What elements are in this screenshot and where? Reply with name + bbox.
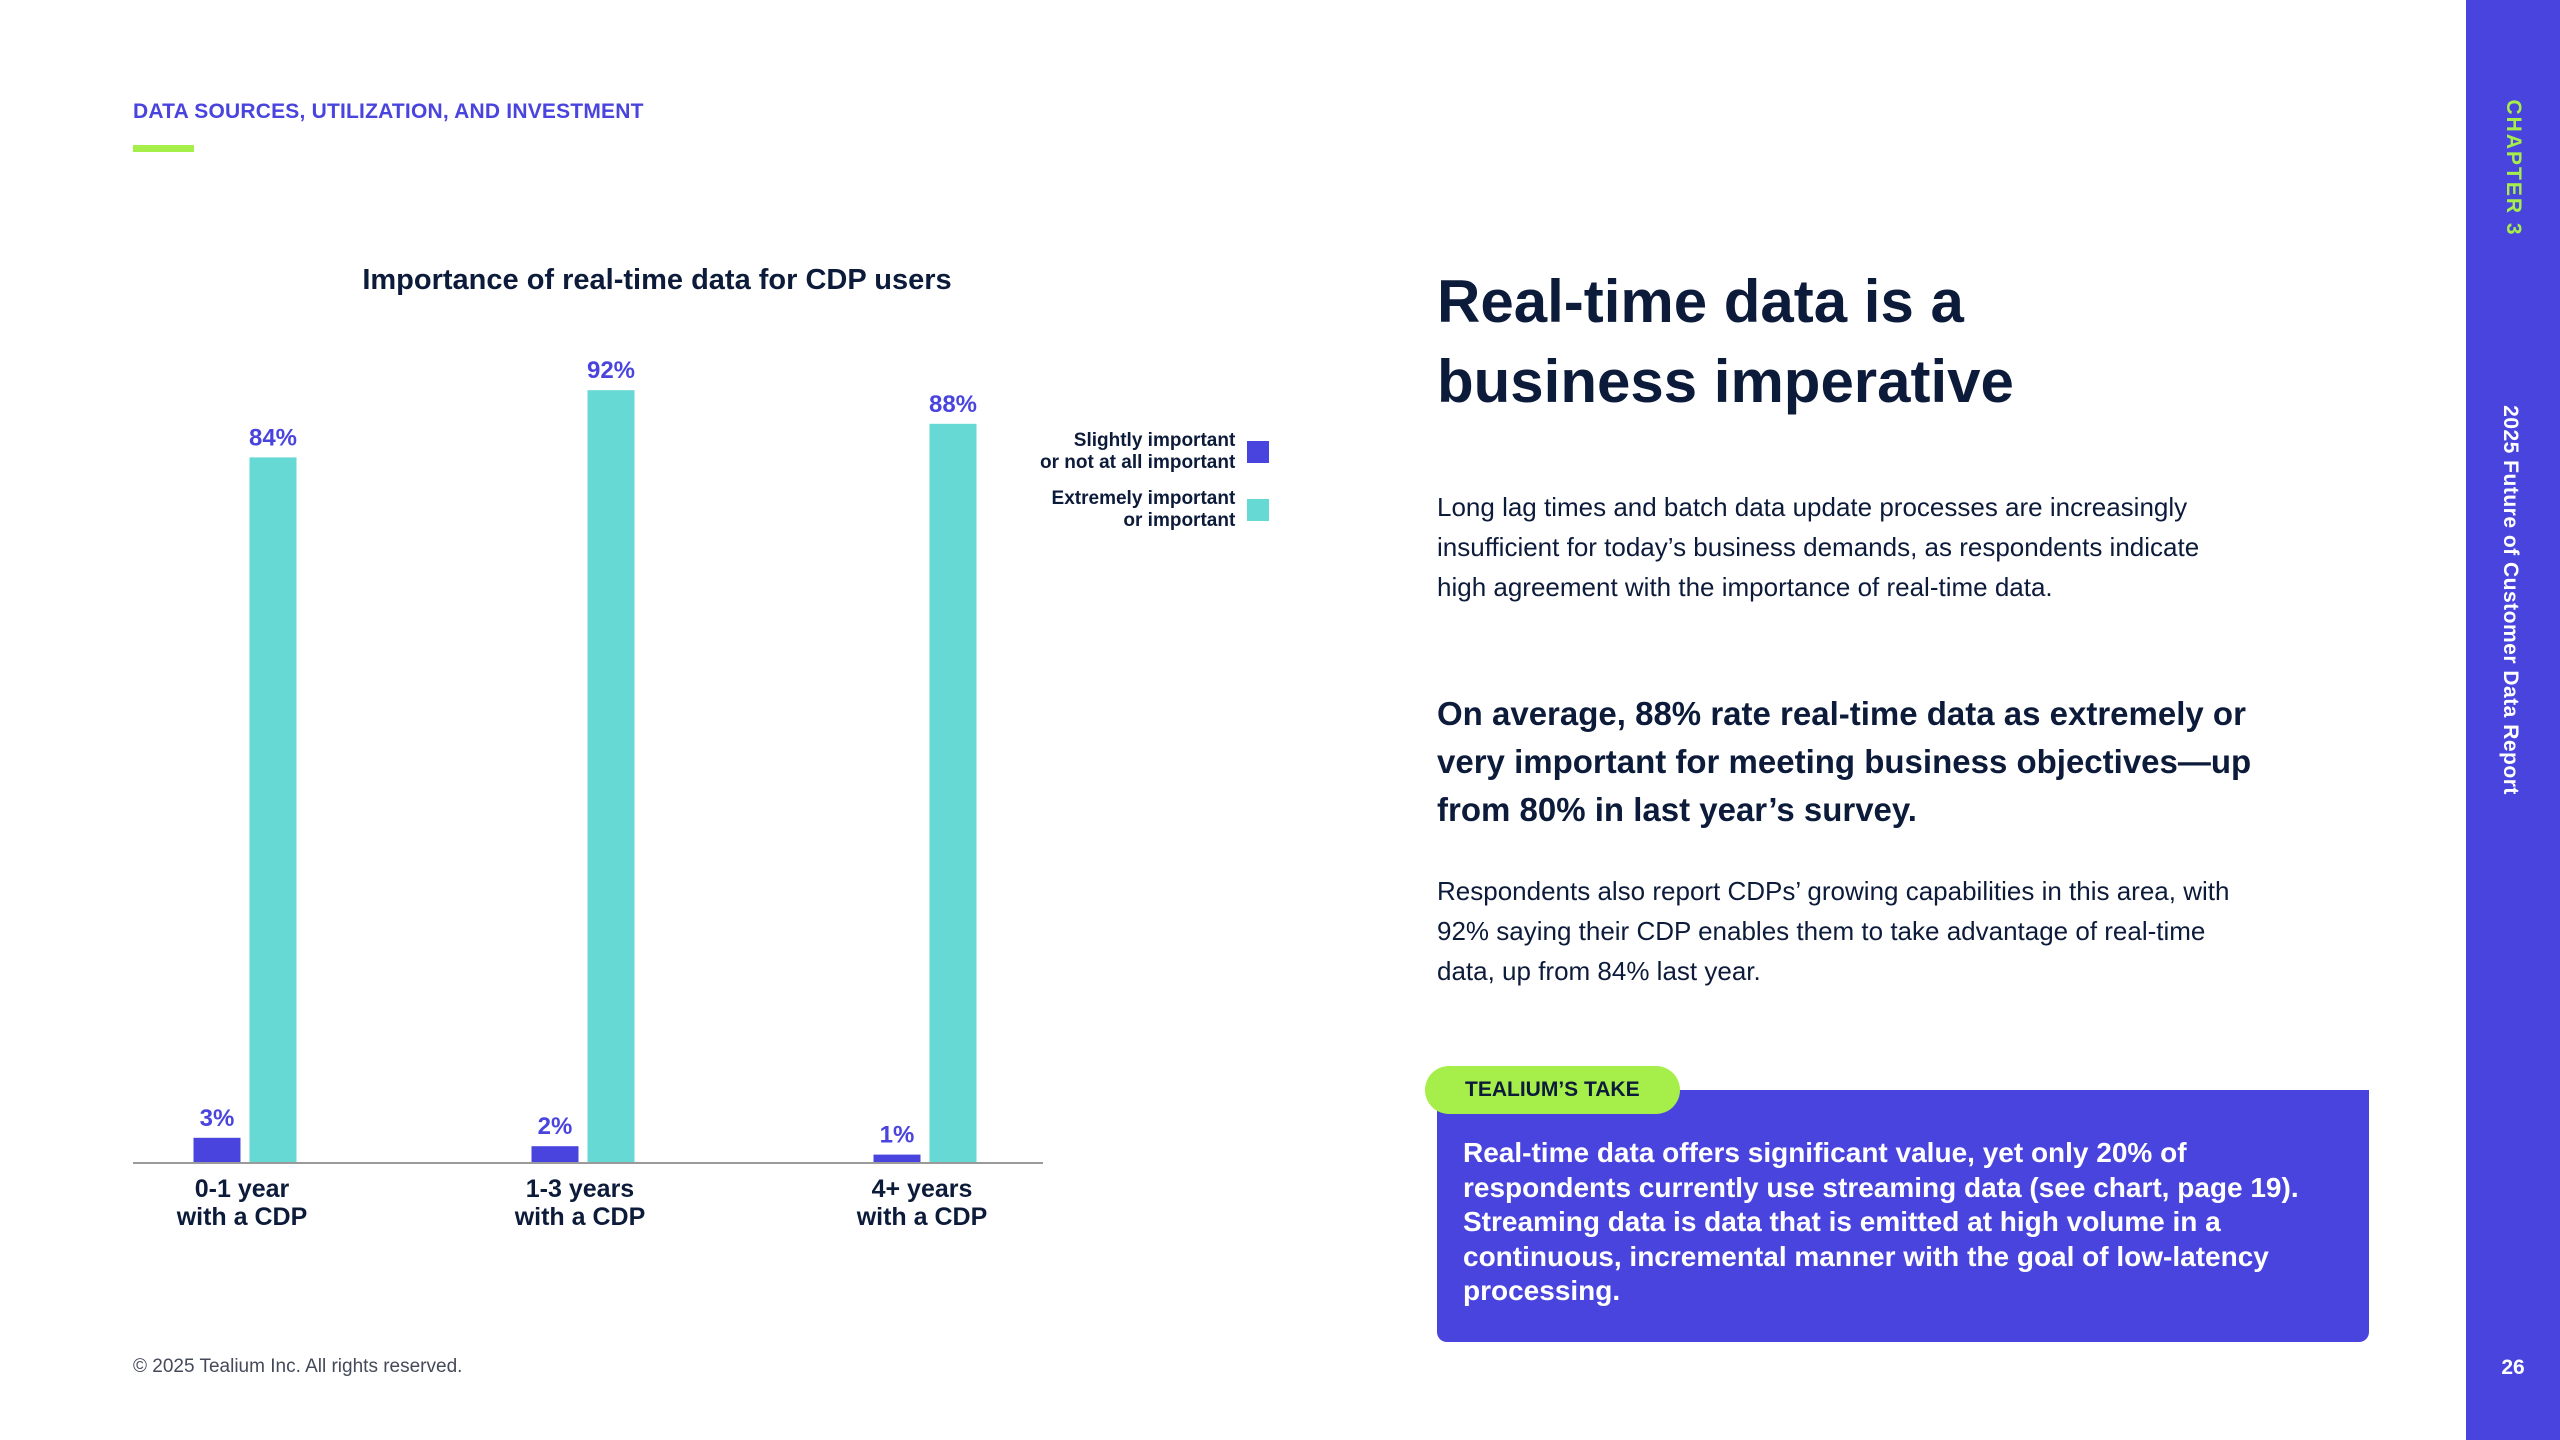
x-tick-label: with a CDP — [176, 1203, 308, 1231]
data-label: 84% — [249, 424, 297, 451]
bar-extremely-2 — [929, 423, 977, 1163]
x-tick-label: 1-3 years — [526, 1175, 634, 1203]
emphasis-paragraph: On average, 88% rate real-time data as e… — [1437, 695, 2252, 828]
data-label: 2% — [538, 1113, 573, 1140]
data-label: 92% — [587, 357, 635, 384]
legend-label-line: or important — [1123, 510, 1236, 531]
legend-label-line: or not at all important — [1040, 452, 1236, 473]
intro-paragraph: Long lag times and batch data update pro… — [1437, 492, 2200, 602]
legend-label-line: Slightly important — [1073, 430, 1236, 451]
data-label: 88% — [929, 391, 977, 418]
capabilities-paragraph: Respondents also report CDPs’ growing ca… — [1437, 876, 2230, 986]
legend-item-extremely-important: Extremely important or important — [1040, 488, 1270, 532]
bar-slightly-0 — [193, 1137, 241, 1163]
legend-swatch-teal — [1247, 499, 1270, 521]
data-label: 3% — [200, 1105, 235, 1132]
bar-extremely-1 — [587, 390, 635, 1163]
tealium-take-box — [1437, 1090, 2369, 1342]
copyright: © 2025 Tealium Inc. All rights reserved. — [133, 1356, 463, 1377]
tealium-take-text: Real-time data offers significant value,… — [1463, 1137, 2299, 1306]
chapter-label: CHAPTER 3 — [2502, 99, 2525, 237]
report-title: 2025 Future of Customer Data Report — [2499, 405, 2522, 795]
legend-item-slightly-important: Slightly important or not at all importa… — [1040, 430, 1270, 474]
bar-slightly-2 — [873, 1154, 921, 1163]
legend-swatch-purple — [1247, 441, 1270, 463]
x-tick-label: with a CDP — [856, 1203, 988, 1231]
chart-legend: Slightly important or not at all importa… — [1040, 430, 1270, 546]
tealium-take-tag: TEALIUM’S TAKE — [1425, 1066, 1680, 1114]
x-tick-label: 0-1 year — [195, 1175, 290, 1203]
section-rule — [133, 145, 194, 152]
bar-extremely-0 — [249, 457, 297, 1163]
page-number: 26 — [2501, 1356, 2525, 1379]
chart-title: Importance of real-time data for CDP use… — [362, 264, 952, 296]
data-label: 1% — [880, 1122, 915, 1149]
legend-label-line: Extremely important — [1051, 488, 1236, 509]
chapter-sidebar — [2466, 0, 2560, 1440]
section-label: DATA SOURCES, UTILIZATION, AND INVESTMEN… — [133, 100, 644, 123]
x-tick-label: with a CDP — [514, 1203, 646, 1231]
page-headline: Real-time data is a business imperative — [1437, 268, 2014, 415]
bar-slightly-1 — [531, 1146, 579, 1163]
x-tick-label: 4+ years — [872, 1175, 973, 1203]
